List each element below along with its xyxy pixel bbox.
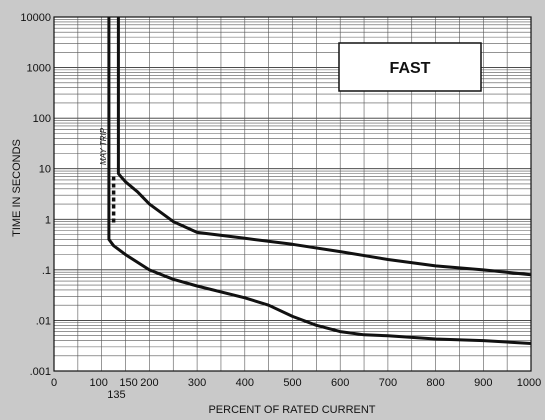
fast-box: FAST: [338, 42, 482, 92]
x-tick-label: 400: [236, 377, 254, 389]
y-tick-label: 1000: [27, 63, 51, 75]
x-tick-label: 200: [140, 377, 158, 389]
y-tick-label: 10: [39, 164, 51, 176]
fast-label: FAST: [390, 60, 431, 77]
x-tick-label: 900: [474, 377, 492, 389]
y-tick-label: 10000: [20, 12, 51, 24]
curve-series-2: [107, 17, 532, 345]
x-tick-label: 150: [119, 377, 137, 389]
fast-box-frame: [338, 42, 482, 92]
y-tick-label: 100: [33, 113, 51, 125]
curve-series-1: [116, 17, 532, 277]
tick-labels: .001 .01 .1 1 10 100 1000 10000 0 100 150 200 300 400…: [20, 12, 541, 401]
x-tick-label: 100: [90, 377, 108, 389]
x-tick-label: 500: [283, 377, 301, 389]
x-axis-title: PERCENT OF RATED CURRENT: [208, 404, 375, 416]
may-trip-label: MAY TRIP: [99, 127, 108, 165]
y-tick-label: 1: [45, 214, 51, 226]
x-tick-label: 300: [188, 377, 206, 389]
x-tick-label: 0: [51, 377, 57, 389]
x-tick-label: 1000: [517, 377, 541, 389]
x-tick-label: 800: [426, 377, 444, 389]
x-tick-label: 600: [331, 377, 349, 389]
plot-border: [53, 16, 532, 372]
x-tick-label: 700: [379, 377, 397, 389]
grid: [53, 17, 532, 372]
y-tick-label: .1: [42, 265, 51, 277]
y-tick-label: .001: [30, 366, 51, 378]
series-group: [107, 17, 532, 345]
y-axis-title: TIME IN SECONDS: [11, 139, 23, 237]
y-tick-label: .01: [36, 315, 51, 327]
x-tick-label-extra: 135: [107, 389, 125, 401]
